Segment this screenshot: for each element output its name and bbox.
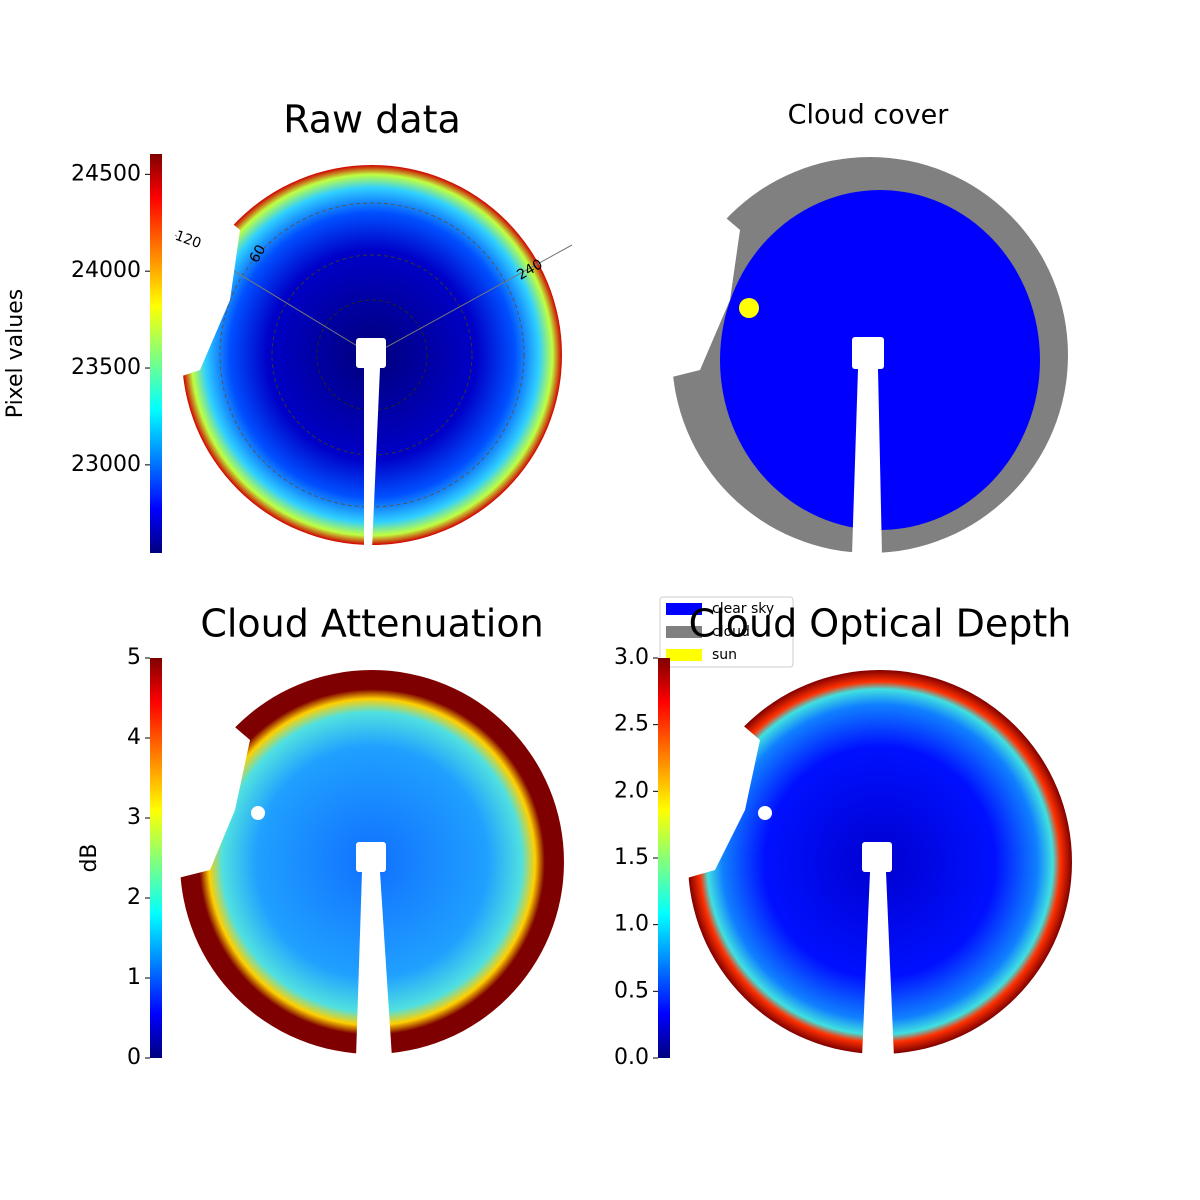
- colorbar-tick-label: 2.0: [614, 778, 649, 803]
- colorbar-tick-label: 1.0: [614, 912, 649, 937]
- colorbar-tick-label: 2: [127, 885, 141, 910]
- panel-title: Cloud cover: [788, 100, 950, 131]
- panel-title: Raw data: [283, 98, 461, 142]
- cloud-image: [660, 157, 1068, 555]
- colorbar-tick-label: 24500: [71, 161, 141, 186]
- colorbar: [658, 658, 670, 1058]
- colorbar-tick-label: 3: [127, 805, 141, 830]
- colorbar: [150, 154, 162, 553]
- colorbar-tick-label: 5: [127, 645, 141, 670]
- attenuation-image: [170, 670, 564, 1058]
- colorbar-tick-label: 2.5: [614, 712, 649, 737]
- colorbar-tick-label: 0.0: [614, 1045, 649, 1070]
- colorbar-tick-label: 0: [127, 1045, 141, 1070]
- panel-title: Cloud Attenuation: [200, 602, 543, 646]
- colorbar-tick-label: 24000: [71, 258, 141, 283]
- colorbar: [150, 658, 162, 1058]
- legend-label: cloud: [712, 624, 750, 640]
- colorbar-label: Pixel values: [3, 289, 28, 418]
- raw-image: [170, 165, 573, 550]
- colorbar-tick-label: 3.0: [614, 645, 649, 670]
- legend-swatch: [666, 603, 702, 615]
- legend-label: clear sky: [712, 601, 774, 617]
- colorbar-tick-label: 23000: [71, 452, 141, 477]
- colorbar-tick-label: 4: [127, 725, 141, 750]
- legend-swatch: [666, 626, 702, 638]
- colorbar-label: dB: [77, 843, 102, 872]
- colorbar-tick-label: 1.5: [614, 845, 649, 870]
- colorbar-tick-label: 1: [127, 965, 141, 990]
- optical-depth-image: [680, 670, 1072, 1058]
- panel-title: Cloud Optical Depth: [689, 602, 1072, 646]
- colorbar-tick-label: 0.5: [614, 978, 649, 1003]
- colorbar-tick-label: 23500: [71, 355, 141, 380]
- legend-swatch: [666, 649, 702, 661]
- polar-label: 60: [247, 242, 270, 265]
- legend-label: sun: [712, 647, 737, 663]
